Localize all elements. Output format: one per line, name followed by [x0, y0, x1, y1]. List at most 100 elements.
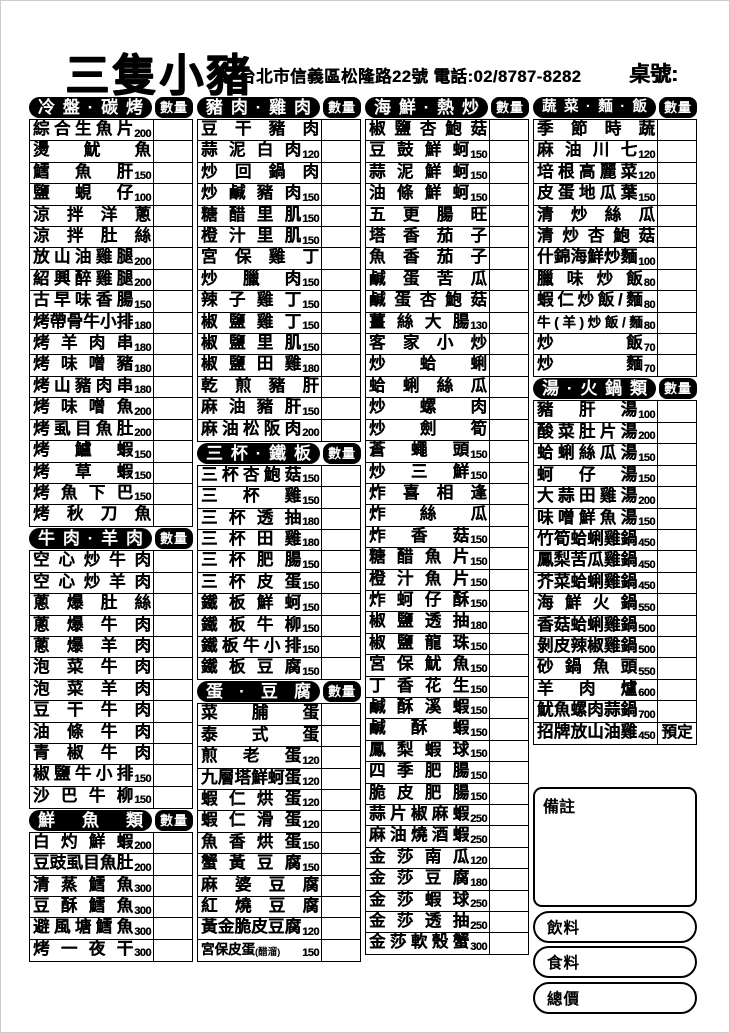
menu-item-row: 金莎軟殼蟹 300 — [365, 932, 529, 956]
item-name-cell: 橙汁魚片 150 — [366, 569, 490, 591]
menu-item-row: 烤鱸蝦 150 — [29, 440, 193, 464]
item-name: 蝦仁烘蛋 — [201, 789, 302, 808]
quantity-cell — [658, 291, 696, 312]
section-header-row: 鮮魚類 數量 — [29, 809, 193, 832]
quantity-cell — [490, 719, 528, 740]
item-name-cell: 蔥爆牛肉 — [30, 615, 154, 637]
item-name-cell: 椒鹽田雞 180 — [198, 355, 322, 377]
menu-item-row: 炒鹹豬肉 150 — [197, 183, 361, 207]
item-name: 椒鹽龍珠 — [369, 633, 470, 652]
item-name-cell: 薑絲大腸 130 — [366, 312, 490, 334]
item-name: 客家小炒 — [369, 334, 487, 353]
item-name: 清蒸鱈魚 — [33, 875, 134, 894]
quantity-header: 數量 — [491, 97, 529, 118]
quantity-cell — [322, 637, 360, 658]
item-name-cell: 泰式蛋 — [198, 725, 322, 747]
item-name-cell: 蔥爆羊肉 — [30, 636, 154, 658]
item-name-cell: 炒臘肉 150 — [198, 269, 322, 291]
menu-item-row: 脆皮肥腸 150 — [365, 782, 529, 806]
item-name: 泡菜牛肉 — [33, 658, 151, 677]
quantity-header: 數量 — [155, 97, 193, 118]
quantity-cell — [490, 762, 528, 783]
menu-item-row: 蔥爆羊肉 — [29, 635, 193, 659]
item-name-cell: 炒鹹豬肉 150 — [198, 184, 322, 206]
menu-item-row: 烤羊肉串 180 — [29, 333, 193, 357]
menu-item-row: 菜脯蛋 — [197, 703, 361, 727]
item-name: 鳳梨蝦球 — [369, 740, 470, 759]
item-name-cell: 烤魚下巴 150 — [30, 483, 154, 505]
item-name-cell: 豆酥鱈魚 300 — [30, 897, 154, 918]
quantity-cell — [490, 677, 528, 698]
menu-item-row: 蒜泥白肉 120 — [197, 140, 361, 164]
item-name: 椒鹽田雞 — [201, 355, 302, 374]
item-name: 烤帶骨牛小排 — [33, 312, 134, 331]
item-name: 三杯皮蛋 — [201, 572, 302, 591]
item-price: 300 — [470, 940, 487, 953]
quantity-cell — [658, 270, 696, 291]
menu-item-row: 糖醋里肌 150 — [197, 204, 361, 228]
section-title: 牛肉·羊肉 — [29, 528, 152, 550]
item-name-cell: 什錦海鮮炒麵 100 — [534, 248, 658, 270]
quantity-cell — [490, 355, 528, 376]
item-name-cell: 涼拌洋蔥 — [30, 205, 154, 227]
item-name: 麻油燒酒蝦 — [369, 826, 470, 845]
quantity-cell — [154, 787, 192, 808]
item-name-cell: 豬肝湯 100 — [534, 401, 658, 423]
quantity-header: 數量 — [659, 378, 697, 400]
menu-item-row: 鐵板鮮蚵 150 — [197, 593, 361, 617]
item-name-cell: 橙汁里肌 150 — [198, 227, 322, 249]
quantity-cell — [658, 334, 696, 355]
quantity-cell — [490, 548, 528, 569]
item-name-cell: 砂鍋魚頭 550 — [534, 658, 658, 680]
quantity-cell — [658, 616, 696, 637]
item-name: 椒鹽杏鮑菇 — [369, 120, 487, 138]
item-price: 100 — [134, 191, 151, 204]
item-name: 麻油川七 — [537, 141, 638, 160]
menu-item-row: 炒蛤蜊 — [365, 354, 529, 378]
menu-item-row: 鹹蛋杏鮑菇 — [365, 290, 529, 314]
quantity-cell — [322, 334, 360, 355]
item-name: 糖醋魚片 — [369, 548, 470, 567]
item-name: 蛤蜊絲瓜湯 — [537, 444, 638, 463]
item-name: 烤魚下巴 — [33, 483, 134, 502]
menu-item-row: 三杯透抽 180 — [197, 507, 361, 531]
quantity-cell — [154, 833, 192, 854]
item-name: 鳳梨苦瓜雞鍋 — [537, 551, 638, 570]
item-name-cell: 宮保雞丁 — [198, 248, 322, 270]
item-name: 鐵板豆腐 — [201, 658, 302, 677]
menu-item-row: 烤虱目魚肚 200 — [29, 418, 193, 442]
item-name: 海鮮火鍋 — [537, 594, 638, 613]
quantity-cell — [322, 573, 360, 594]
item-name-cell: 味噌鮮魚湯 150 — [534, 508, 658, 530]
quantity-cell — [658, 206, 696, 227]
menu-item-row: 蛤蜊絲瓜 — [365, 375, 529, 399]
item-name: 鹹酥溪蝦 — [369, 697, 470, 716]
item-name: 燙魷魚 — [33, 141, 151, 160]
menu-item-row: 橙汁魚片 150 — [365, 568, 529, 592]
item-note: (醋溜) — [255, 947, 281, 959]
item-name-cell: 蝦仁炒飯/麵 80 — [534, 291, 658, 313]
item-price: 150 — [302, 947, 319, 960]
menu-item-row: 燙魷魚 — [29, 140, 193, 164]
item-name-cell: 蚵仔湯 150 — [534, 465, 658, 487]
total-price-box: 總價 — [533, 981, 697, 1014]
item-price: 180 — [302, 362, 319, 375]
menu-item-row: 鹹酥蝦 150 — [365, 718, 529, 742]
menu-item-row: 烤帶骨牛小排 180 — [29, 311, 193, 335]
menu-item-row: 金莎透抽 250 — [365, 911, 529, 935]
item-name: 三杯雞 — [201, 487, 302, 506]
menu-item-row: 清蒸鱈魚 300 — [29, 874, 193, 898]
menu-item-row: 涼拌洋蔥 — [29, 204, 193, 228]
item-name-cell: 烤帶骨牛小排 180 — [30, 312, 154, 334]
quantity-cell — [322, 420, 360, 441]
item-name-cell: 金莎南瓜 120 — [366, 847, 490, 869]
quantity-cell — [154, 420, 192, 441]
quantity-header: 數量 — [323, 681, 361, 703]
item-name: 宮保雞丁 — [201, 248, 319, 267]
item-name: 薑絲大腸 — [369, 312, 470, 331]
quantity-cell — [154, 616, 192, 637]
quantity-cell — [154, 658, 192, 679]
item-name-cell: 三杯雞 150 — [198, 487, 322, 509]
item-name-cell: 椒鹽透抽 180 — [366, 612, 490, 634]
item-price: 150 — [470, 726, 487, 739]
